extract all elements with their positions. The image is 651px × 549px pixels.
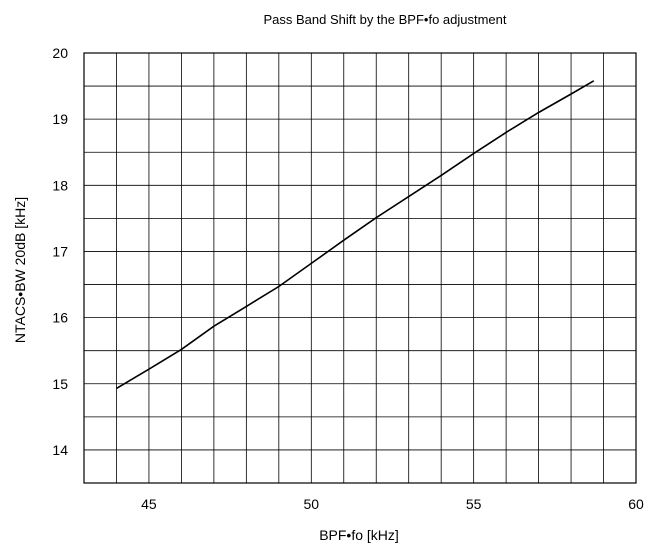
chart-title: Pass Band Shift by the BPF•fo adjustment — [263, 12, 506, 27]
x-tick-label: 50 — [304, 496, 320, 512]
plot-area-frame — [83, 52, 637, 484]
y-tick-label: 18 — [52, 177, 68, 193]
x-tick-label: 45 — [141, 496, 157, 512]
series-line — [116, 80, 595, 390]
x-tick-label: 60 — [628, 496, 644, 512]
y-tick-label: 16 — [52, 310, 68, 326]
y-tick-label: 14 — [52, 442, 68, 458]
x-tick-label: 55 — [466, 496, 482, 512]
y-tick-label: 19 — [52, 111, 68, 127]
y-tick-label: 20 — [52, 45, 68, 61]
tick-labels: 45 50 55 60 14 15 16 17 18 19 20 — [52, 45, 644, 512]
y-tick-label: 17 — [52, 243, 68, 259]
grid — [84, 53, 636, 483]
y-axis-label: NTACS•BW 20dB [kHz] — [12, 197, 28, 343]
series-layer — [116, 80, 595, 390]
x-axis-label: BPF•fo [kHz] — [319, 527, 399, 543]
y-tick-label: 15 — [52, 376, 68, 392]
